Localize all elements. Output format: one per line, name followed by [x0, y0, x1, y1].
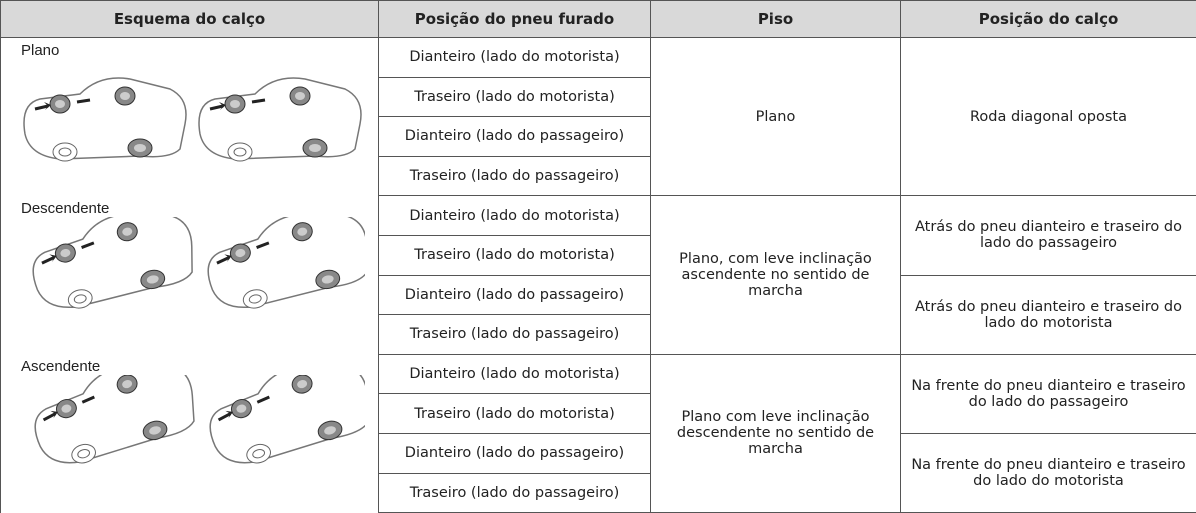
scheme-cell: Ascendente: [1, 354, 379, 512]
scheme-illustration: [15, 217, 365, 339]
table-row: Ascendente Dianteiro (lado do motorista)…: [1, 354, 1196, 394]
tire-position: Dianteiro (lado do passageiro): [379, 275, 651, 315]
scheme-cell: Descendente: [1, 196, 379, 354]
table-row: Descendente Dianteiro (lado do motorista…: [1, 196, 1196, 236]
scheme-label: Descendente: [1, 200, 378, 217]
tire-position: Dianteiro (lado do motorista): [379, 196, 651, 236]
tire-position: Dianteiro (lado do passageiro): [379, 433, 651, 473]
column-header: Posição do calço: [901, 1, 1196, 38]
scheme-label: Ascendente: [1, 358, 378, 375]
column-header: Piso: [651, 1, 901, 38]
tire-position: Dianteiro (lado do passageiro): [379, 117, 651, 157]
chock-position: Atrás do pneu dianteiro e traseiro do la…: [901, 275, 1196, 354]
column-header: Posição do pneu furado: [379, 1, 651, 38]
table-body: Plano Dianteiro (lado do motorista)Plano…: [1, 38, 1196, 513]
chock-position: Na frente do pneu dianteiro e traseiro d…: [901, 433, 1196, 512]
scheme-label: Plano: [1, 42, 378, 59]
floor: Plano com leve inclinação descendente no…: [651, 354, 901, 512]
floor: Plano: [651, 38, 901, 196]
tire-position: Traseiro (lado do motorista): [379, 77, 651, 117]
floor: Plano, com leve inclinação ascendente no…: [651, 196, 901, 354]
tire-position: Traseiro (lado do passageiro): [379, 315, 651, 355]
scheme-illustration: [15, 375, 365, 497]
tire-position: Traseiro (lado do motorista): [379, 235, 651, 275]
column-header: Esquema do calço: [1, 1, 379, 38]
chock-position: Atrás do pneu dianteiro e traseiro do la…: [901, 196, 1196, 275]
tire-position: Dianteiro (lado do motorista): [379, 354, 651, 394]
tire-position: Dianteiro (lado do motorista): [379, 38, 651, 78]
chock-position: Roda diagonal oposta: [901, 38, 1196, 196]
tire-position: Traseiro (lado do passageiro): [379, 473, 651, 513]
tire-position: Traseiro (lado do passageiro): [379, 156, 651, 196]
chock-position: Na frente do pneu dianteiro e traseiro d…: [901, 354, 1196, 433]
table-row: Plano Dianteiro (lado do motorista)Plano…: [1, 38, 1196, 78]
scheme-illustration: [15, 59, 365, 181]
scheme-cell: Plano: [1, 38, 379, 196]
tire-position: Traseiro (lado do motorista): [379, 394, 651, 434]
